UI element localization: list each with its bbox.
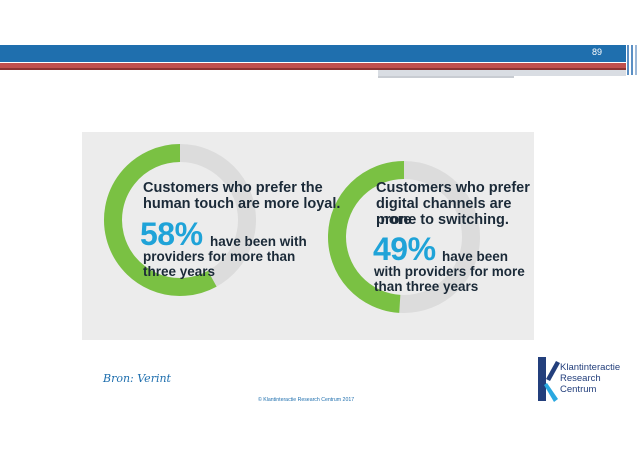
edge-line [635,45,637,75]
left-desc-line3: three years [143,264,215,280]
left-desc-line1: have been with [210,234,307,250]
right-desc-line1: have been [442,249,508,265]
right-percent: 49% [373,233,436,265]
logo-text-line3: Centrum [560,384,596,395]
right-desc-line2: with providers for more [374,264,525,280]
right-heading-line1: Customers who prefer [376,180,530,196]
copyright-notice: © Klantinteractie Research Centrum 2017 [258,397,354,403]
edge-line [631,45,633,75]
left-percent: 58% [140,218,203,250]
left-desc-line2: providers for more than [143,249,295,265]
infographic-panel: Customers who prefer the human touch are… [82,132,534,340]
right-desc-line3: than three years [374,279,478,295]
left-heading-line2: human touch are more loyal. [143,196,340,212]
edge-line [627,45,629,75]
source-caption: Bron: Verint [103,372,171,385]
left-heading-line1: Customers who prefer the [143,180,323,196]
right-heading-line3: prone to switching. [376,212,509,228]
header-grey-bar-thin [378,76,514,78]
header-bar [0,45,626,62]
slide-number: 89 [592,47,602,57]
logo-text-line2: Research [560,373,601,384]
logo-text-line1: Klantinteractie [560,362,620,373]
